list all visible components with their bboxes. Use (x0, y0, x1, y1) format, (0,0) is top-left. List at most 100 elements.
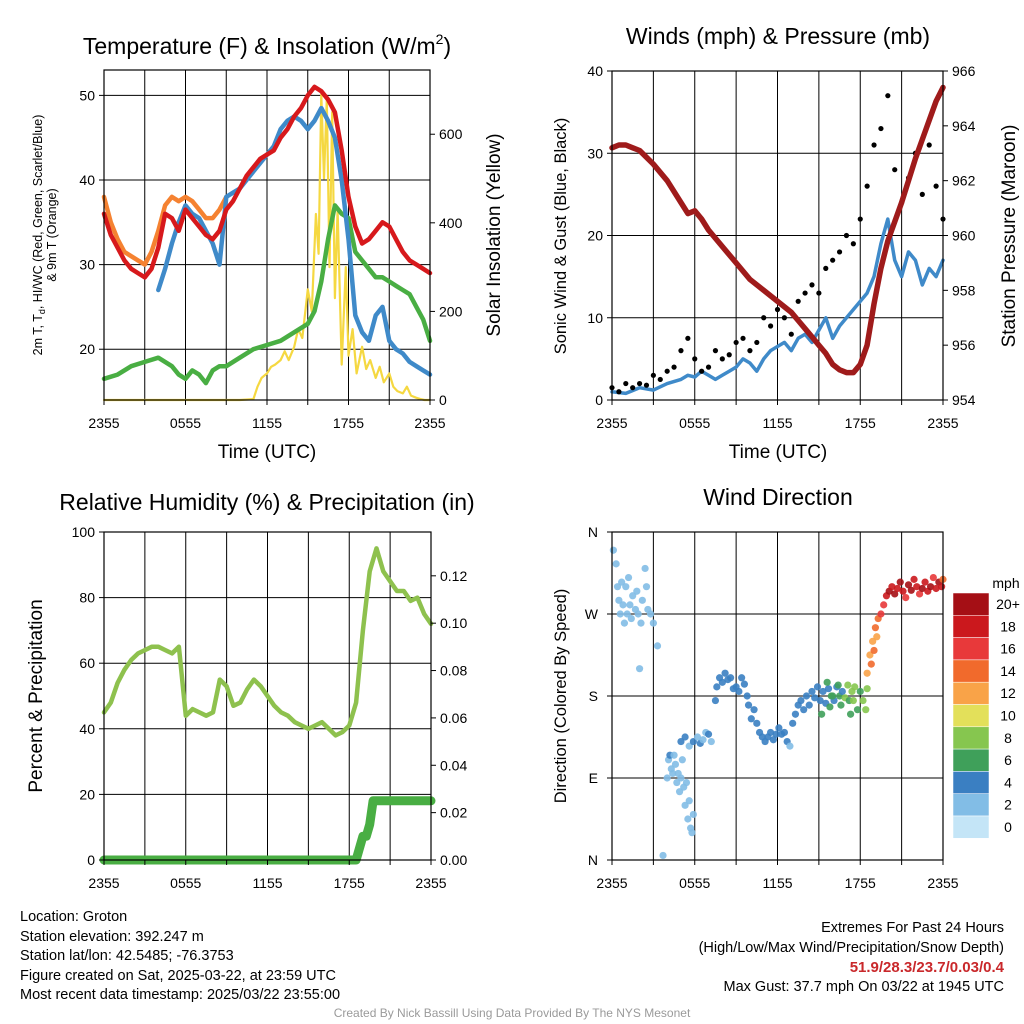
legend-label: 16 (1000, 641, 1016, 657)
x-tick-label: 1755 (334, 875, 365, 891)
direction-point (616, 610, 624, 618)
gust-point (774, 306, 781, 313)
x-tick-label: 2355 (414, 415, 445, 431)
direction-point (929, 573, 937, 582)
direction-point (907, 586, 915, 594)
direction-point (642, 583, 651, 591)
x-tick-label: 2355 (596, 875, 627, 891)
direction-point (671, 760, 680, 768)
gust-point (740, 335, 746, 341)
direction-point (633, 587, 641, 595)
direction-point (618, 578, 626, 586)
x-tick-label: 0555 (679, 415, 710, 431)
direction-point (743, 692, 751, 700)
direction-point (802, 692, 811, 700)
gust-point (733, 339, 739, 346)
x-tick-label: 0555 (170, 875, 201, 891)
direction-point (873, 633, 881, 641)
series-station-pressure (609, 84, 946, 376)
y-tick-label: 20 (79, 786, 95, 802)
y2-tick-label: 600 (439, 126, 463, 142)
direction-point (693, 733, 702, 741)
y2-tick-label: 954 (952, 392, 976, 408)
gust-point (878, 125, 884, 132)
legend-swatch (952, 726, 990, 750)
direction-point (612, 560, 620, 568)
gust-point (885, 93, 891, 99)
gust-point (650, 372, 656, 378)
direction-point (641, 564, 649, 573)
direction-point (915, 590, 924, 598)
y-tick-label: 0 (595, 392, 603, 408)
direction-point (688, 829, 696, 837)
direction-point (853, 706, 862, 714)
direction-point (789, 719, 797, 727)
direction-point (678, 756, 686, 764)
chart-title: Relative Humidity (%) & Precipitation (i… (59, 489, 474, 515)
legend-swatch (952, 815, 990, 839)
gust-point (843, 232, 850, 239)
series-sonic-wind (610, 217, 945, 396)
direction-point (647, 610, 655, 618)
station-info: Location: Groton Station elevation: 392.… (20, 908, 340, 1006)
gust-point (857, 216, 863, 222)
legend-label: 20+ (996, 596, 1020, 612)
gust-point (871, 142, 877, 148)
x-tick-label: 2355 (415, 875, 446, 891)
direction-point (913, 583, 921, 591)
extremes-panel: Extremes For Past 24 Hours (High/Low/Max… (699, 919, 1004, 997)
chart-title: Wind Direction (703, 484, 853, 510)
chart-title: Winds (mph) & Pressure (mb) (626, 23, 930, 49)
direction-point (613, 583, 622, 591)
direction-point (615, 596, 623, 604)
direction-point (753, 719, 761, 727)
panel-4: N E S W N 2355 0555 1155 1755 2355 Wind Direction D… (552, 484, 1020, 891)
gust-point (933, 183, 939, 189)
legend-swatch (952, 659, 990, 683)
y-tick-label: 40 (79, 172, 95, 188)
direction-point (689, 810, 697, 819)
direction-point (670, 751, 678, 759)
gust-point (616, 389, 622, 395)
direction-point (744, 701, 753, 709)
station-location: Location: Groton (20, 909, 128, 925)
y-tick-label: 10 (587, 310, 603, 326)
direction-point (718, 678, 726, 686)
gust-point (699, 368, 705, 374)
direction-point (837, 701, 845, 709)
gust-point (864, 183, 870, 189)
y-axis-label: Sonic Wind & Gust (Blue, Black) (552, 118, 570, 355)
gust-point (643, 382, 650, 388)
legend-label: 4 (1004, 774, 1012, 790)
direction-point (844, 681, 852, 689)
y-tick-label: 20 (587, 228, 603, 244)
direction-point (838, 687, 846, 696)
legend-title: mph (992, 575, 1019, 591)
x-tick-label: 2355 (88, 415, 119, 431)
direction-point (880, 601, 888, 609)
direction-point (888, 583, 896, 591)
gust-point (705, 364, 712, 370)
x-tick-label: 1155 (252, 415, 282, 431)
y-tick-label: 100 (72, 524, 96, 540)
x-tick-label: 1755 (845, 415, 876, 431)
legend-label: 18 (1000, 618, 1016, 634)
legend-label: 6 (1004, 752, 1012, 768)
y2-tick-label: 0.02 (440, 805, 467, 821)
gust-point (823, 265, 829, 271)
station-latlon: Station lat/lon: 42.5485; -76.3753 (20, 948, 234, 964)
y-axis-label: 2m T, Td, HI/WC (Red, Green, Scarlet/Blu… (31, 115, 59, 356)
direction-point (619, 601, 627, 609)
direction-point (866, 651, 874, 659)
direction-point (938, 583, 946, 591)
y-axis-label: Direction (Colored By Speed) (552, 589, 570, 804)
direction-point (896, 578, 904, 586)
direction-point (800, 706, 808, 714)
direction-point (684, 815, 692, 823)
direction-point (870, 646, 878, 655)
direction-point (627, 614, 635, 623)
legend-swatch (952, 771, 990, 794)
panel-2: 0 10 20 30 40 954 956 958 960 962 964 966 2355 0555 11… (552, 23, 1020, 463)
direction-point (767, 728, 775, 737)
y2-tick-label: 400 (439, 215, 463, 231)
